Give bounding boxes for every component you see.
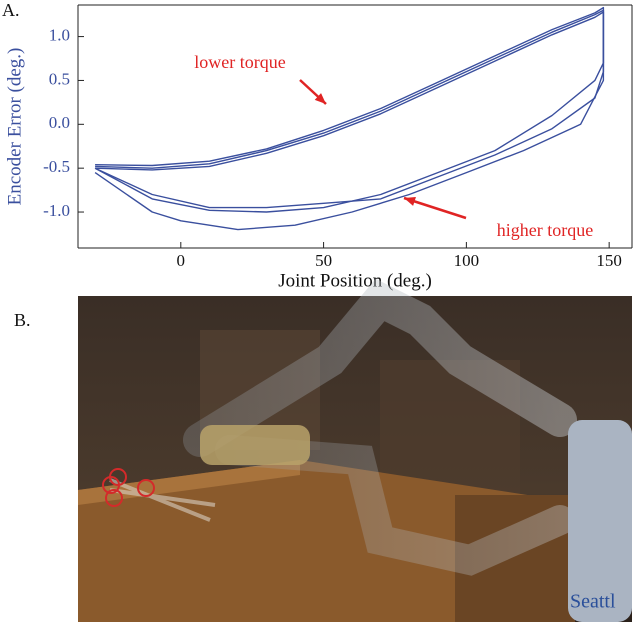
- robot-base: [568, 420, 632, 622]
- y-axis-label: Encoder Error (deg.): [4, 48, 25, 206]
- annotation-arrowhead: [404, 196, 416, 206]
- panel-label: B.: [14, 310, 31, 330]
- marker-circle: [105, 489, 123, 507]
- photo-text: Seattl: [570, 591, 616, 613]
- y-tick-label: 0.5: [49, 69, 70, 88]
- robot-arm-blur: [183, 278, 577, 457]
- finger-blur: [109, 478, 216, 522]
- y-tick-label: -0.5: [43, 157, 70, 176]
- chart: 1.0 0.5 0.0 -0.5 -1.0 0 50 100 150 Joint Position…: [4, 4, 633, 291]
- photo: Seattl: [78, 278, 632, 622]
- x-tick-label: 150: [596, 251, 622, 270]
- annotation: lower torque: [194, 52, 285, 72]
- x-tick-label: 50: [315, 251, 332, 270]
- x-tick-label: 0: [177, 251, 186, 270]
- gripper: [200, 425, 310, 465]
- y-tick-label: -1.0: [43, 201, 70, 220]
- marker-circle: [137, 479, 155, 497]
- panel-label: A.: [2, 0, 20, 20]
- table: [78, 460, 560, 622]
- x-axis-label: Joint Position (deg.): [278, 270, 432, 291]
- y-tick-label: 0.0: [49, 113, 70, 132]
- data-line: [94, 6, 605, 231]
- marker-circle: [102, 476, 120, 494]
- annotation: higher torque: [497, 220, 593, 240]
- x-tick-label: 100: [454, 251, 480, 270]
- annotation-arrowhead: [314, 93, 326, 104]
- robot-arm-blur: [215, 435, 575, 576]
- y-tick-label: 1.0: [49, 25, 70, 44]
